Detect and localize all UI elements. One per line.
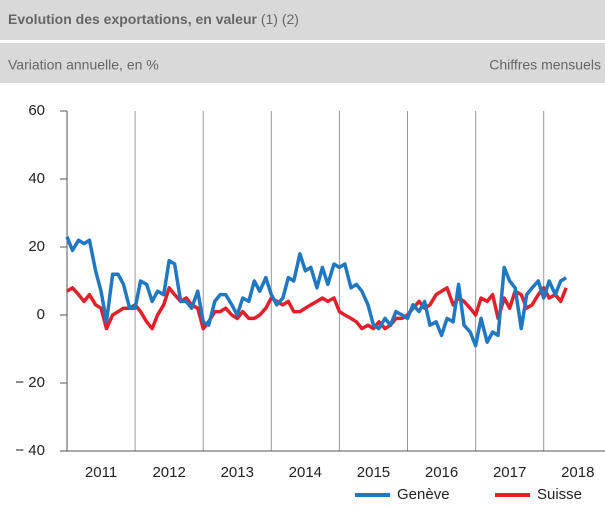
series-line — [65, 236, 568, 348]
x-tick-label: 2012 — [152, 464, 185, 481]
y-tick-label: 20 — [28, 238, 45, 255]
x-tick-label: 2016 — [425, 464, 458, 481]
title-main: Evolution des exportations, en valeur — [8, 11, 257, 27]
x-tick-label: 2014 — [289, 464, 322, 481]
legend-label: Genève — [397, 486, 450, 503]
title-notes: (1) (2) — [261, 11, 299, 27]
subtitle-band — [0, 43, 605, 83]
y-tick-label: 40 — [28, 170, 45, 187]
y-tick-label: − 40 — [15, 442, 45, 459]
x-tick-label: 2015 — [357, 464, 390, 481]
note: Chiffres mensuels — [489, 57, 601, 73]
title-band — [0, 0, 605, 40]
series-line — [66, 286, 568, 331]
x-tick-label: 2018 — [561, 464, 594, 481]
y-tick-label: 0 — [37, 306, 45, 323]
chart-title: Evolution des exportations, en valeur (1… — [8, 11, 299, 27]
subtitle: Variation annuelle, en % — [8, 57, 159, 73]
y-tick-label: 60 — [28, 102, 45, 119]
x-tick-label: 2017 — [493, 464, 526, 481]
x-tick-label: 2013 — [221, 464, 254, 481]
y-tick-label: − 20 — [15, 374, 45, 391]
legend-label: Suisse — [537, 486, 582, 503]
x-tick-label: 2011 — [85, 464, 117, 481]
